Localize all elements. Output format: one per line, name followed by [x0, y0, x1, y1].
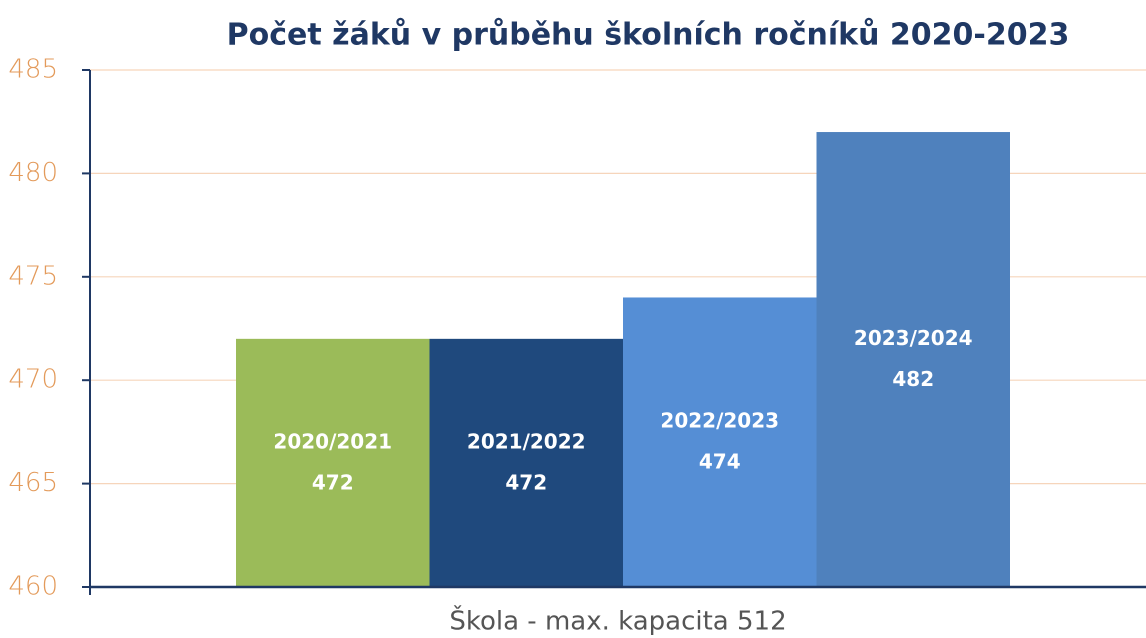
y-tick-label: 460 [8, 572, 58, 602]
bar-category-label: 2021/2022 [467, 429, 586, 453]
x-axis-label: Škola - max. kapacita 512 [449, 605, 786, 637]
data-label: 472 [312, 470, 354, 494]
chart-title: Počet žáků v průběhu školních ročníků 20… [227, 17, 1070, 53]
data-label: 472 [505, 470, 547, 494]
bar [623, 297, 817, 587]
y-tick-label: 485 [8, 55, 58, 85]
bar-category-label: 2020/2021 [273, 429, 392, 453]
bar [236, 338, 430, 587]
bar [429, 338, 623, 587]
y-tick-label: 465 [8, 468, 58, 498]
y-tick-label: 480 [8, 158, 58, 188]
bar-category-label: 2022/2023 [660, 409, 779, 433]
y-tick-label: 470 [8, 365, 58, 395]
data-label: 482 [892, 367, 934, 391]
y-tick-label: 475 [8, 261, 58, 291]
bar-category-label: 2023/2024 [854, 326, 973, 350]
bar [816, 132, 1010, 588]
data-label: 474 [699, 450, 741, 474]
